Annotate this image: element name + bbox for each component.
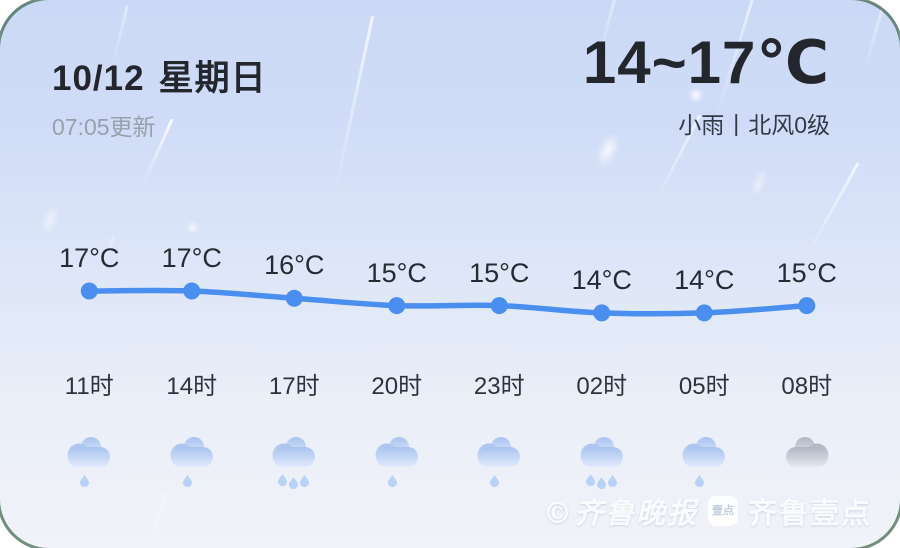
- weather-icon-cell: [243, 434, 346, 492]
- temp-label: 14°C: [571, 264, 632, 295]
- temp-label: 15°C: [776, 257, 837, 288]
- hour-label: 05时: [678, 373, 730, 400]
- temperature-point: [798, 297, 816, 315]
- weather-icon-cell: [38, 434, 141, 492]
- hour-label: 17时: [268, 373, 320, 400]
- temp-label: 17°C: [59, 243, 120, 273]
- hour-label: 11时: [64, 373, 114, 400]
- hourly-chart: 17°C 11时 17°C 14时 16°C 17时 15°C 20时 15°C 23时 …: [38, 240, 858, 500]
- temp-label: 15°C: [469, 257, 530, 288]
- temperature-point: [285, 289, 303, 307]
- light-rain-icon: [67, 437, 111, 488]
- temp-label: 17°C: [161, 243, 222, 273]
- weather-icon-cell: [141, 434, 244, 492]
- hour-label: 20时: [371, 373, 423, 400]
- cloudy-icon: [785, 437, 829, 467]
- date-line: 10/12 星期日: [52, 50, 267, 101]
- light-rain-icon: [170, 437, 213, 488]
- temp-label: 15°C: [366, 257, 427, 288]
- light-rain-icon: [682, 437, 726, 488]
- moderate-rain-icon: [272, 437, 316, 490]
- light-rain-icon: [375, 437, 418, 488]
- weather-icon-cell: [653, 434, 756, 492]
- hour-label: 08时: [781, 373, 833, 400]
- temperature-line: [80, 282, 816, 322]
- condition-line: 小雨 | 北风0级: [678, 106, 830, 140]
- hour-label: 23时: [473, 373, 525, 400]
- weather-icon-cell: [756, 434, 859, 492]
- weather-icon-cell: [551, 434, 654, 492]
- temperature-point: [490, 297, 508, 315]
- light-rain-icon: [477, 437, 521, 488]
- update-time-label: 07:05更新: [52, 114, 156, 140]
- hour-label: 02时: [576, 373, 628, 400]
- temperature-point: [80, 282, 98, 300]
- temperature-point: [388, 297, 406, 315]
- condition-separator: |: [733, 109, 740, 136]
- temperature-point: [695, 304, 713, 322]
- yidian-logo-icon: 壹点: [707, 496, 738, 526]
- temp-label: 16°C: [264, 250, 325, 281]
- temp-label: 14°C: [674, 264, 735, 295]
- watermark: ©齐鲁晚报 壹点 齐鲁壹点: [543, 490, 872, 532]
- condition-label: 小雨: [678, 112, 725, 138]
- watermark-brand: 齐鲁壹点: [747, 498, 872, 530]
- hour-label: 14时: [166, 373, 218, 400]
- temperature-point: [183, 282, 201, 300]
- temp-range-label: 14~17℃: [582, 29, 830, 96]
- temperature-point: [593, 304, 611, 322]
- moderate-rain-icon: [580, 437, 623, 490]
- wind-label: 北风0级: [748, 112, 830, 138]
- date-label: 10/12: [52, 59, 145, 98]
- weekday-label: 星期日: [158, 59, 267, 98]
- weather-icon-cell: [346, 434, 449, 492]
- weather-icon-cell: [448, 434, 551, 492]
- watermark-copyright: ©齐鲁晚报: [542, 496, 698, 530]
